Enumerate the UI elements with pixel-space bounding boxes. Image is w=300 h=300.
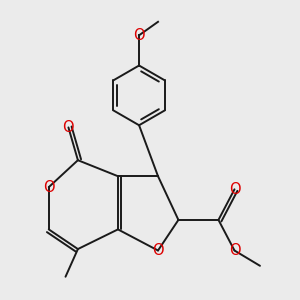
Text: O: O bbox=[43, 180, 55, 195]
Text: O: O bbox=[229, 182, 240, 197]
Text: O: O bbox=[229, 243, 240, 258]
Text: O: O bbox=[152, 243, 164, 258]
Text: O: O bbox=[133, 28, 145, 43]
Text: O: O bbox=[63, 120, 74, 135]
